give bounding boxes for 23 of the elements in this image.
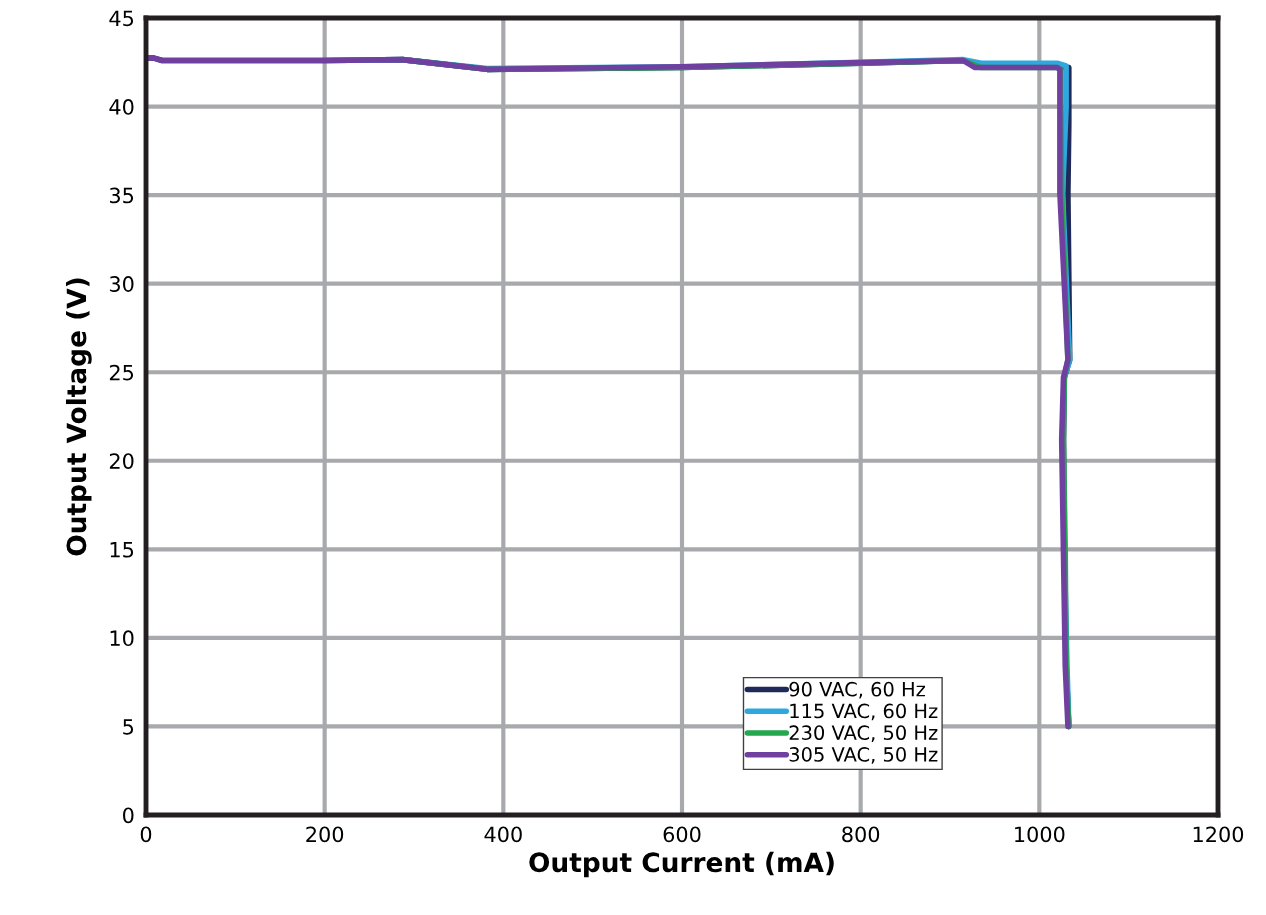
y-tick-label: 0: [123, 807, 134, 824]
y-tick-label: 5: [123, 719, 134, 735]
y-tick-label: 15: [110, 542, 134, 558]
x-tick-label: 1200: [1193, 826, 1244, 843]
legend-label: 90 VAC, 60 Hz: [789, 681, 926, 699]
legend-label: 305 VAC, 50 Hz: [789, 747, 938, 764]
x-tick-label: 1000: [1015, 826, 1065, 843]
y-tick-label: 35: [109, 187, 134, 204]
y-tick-label: 10: [110, 630, 134, 647]
x-tick-label: 600: [663, 826, 701, 843]
x-axis-title: Output Current (mA): [529, 851, 834, 878]
y-tick-label: 40: [109, 99, 134, 115]
legend-label: 115 VAC, 60 Hz: [790, 703, 938, 721]
x-tick-label: 200: [306, 826, 344, 843]
legend-label: 230 VAC, 50 Hz: [789, 725, 938, 743]
x-tick-label: 0: [140, 826, 152, 843]
y-tick-label: 45: [109, 10, 134, 27]
y-axis-title: Output Voltage (V): [65, 278, 92, 556]
x-tick-label: 800: [842, 826, 880, 843]
y-tick-label: 25: [109, 364, 134, 381]
y-tick-label: 20: [109, 453, 134, 469]
y-tick-label: 30: [109, 276, 134, 292]
x-tick-label: 400: [484, 826, 522, 843]
